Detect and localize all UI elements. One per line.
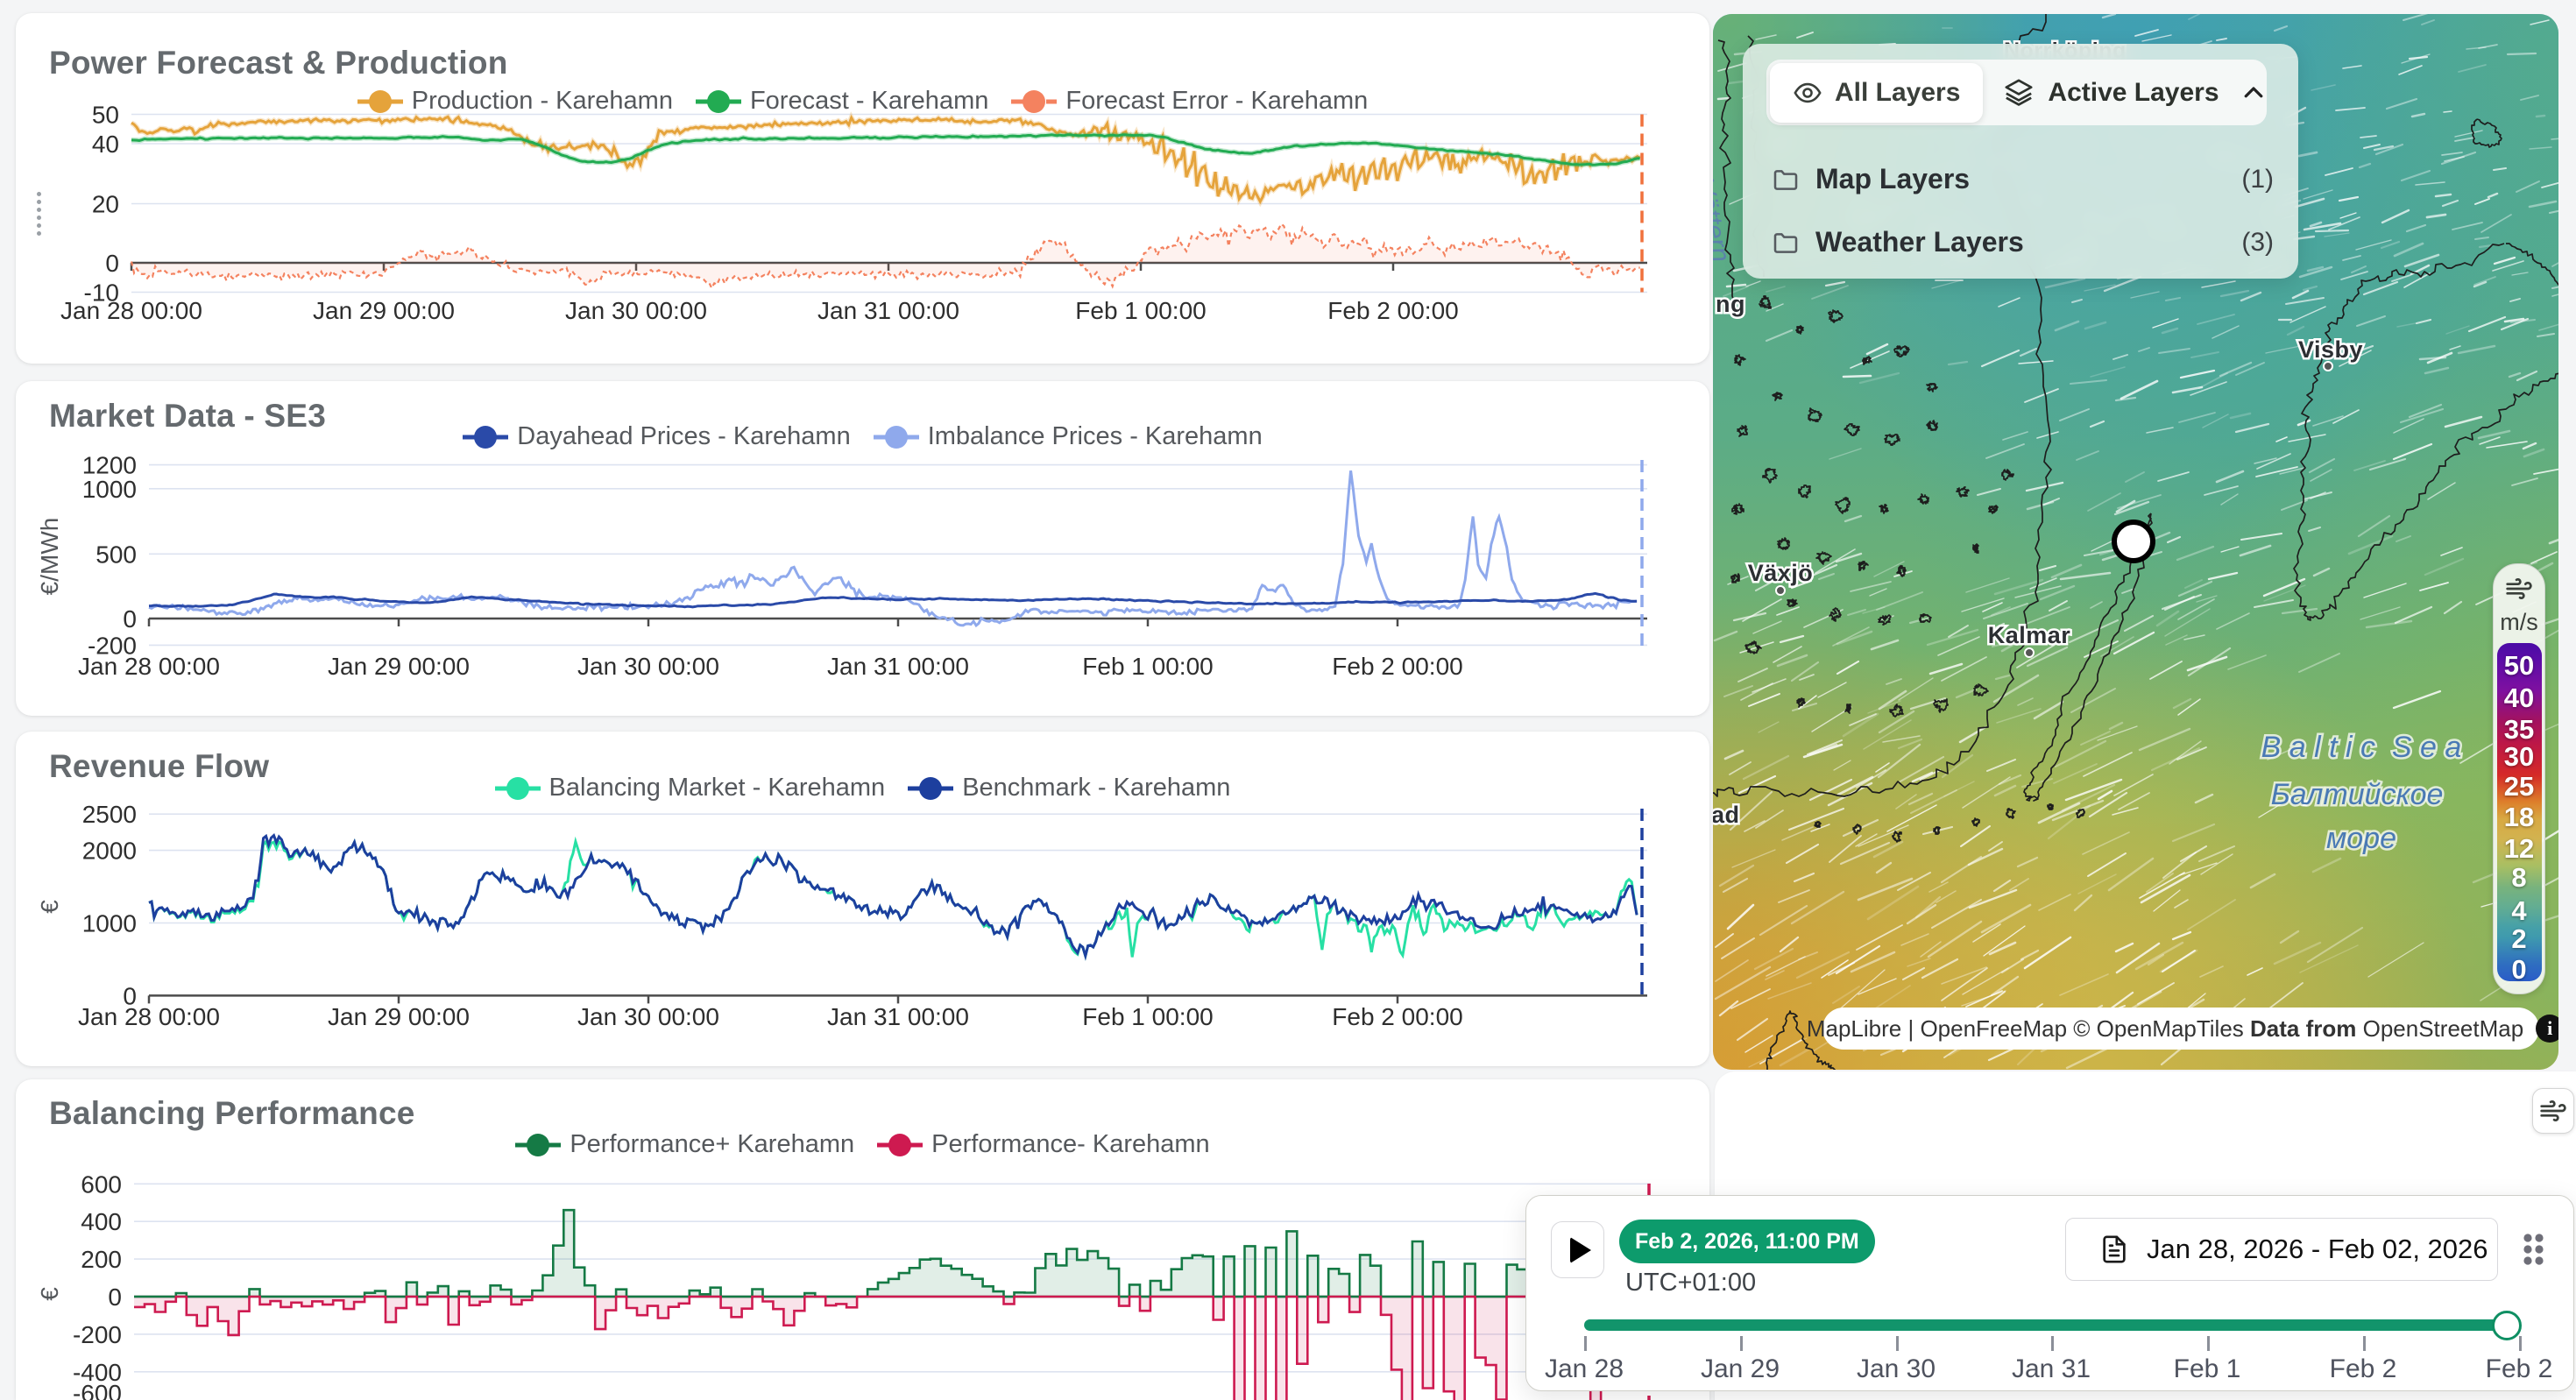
- svg-text:Балтийское: Балтийское: [2271, 778, 2444, 811]
- svg-text:Feb 1 00:00: Feb 1 00:00: [1082, 1003, 1213, 1030]
- svg-text:Jan 30 00:00: Jan 30 00:00: [577, 653, 719, 680]
- svg-text:Visby: Visby: [2298, 336, 2363, 363]
- svg-text:1000: 1000: [82, 476, 137, 503]
- svg-text:1200: 1200: [82, 452, 137, 479]
- svg-text:Jan 28 00:00: Jan 28 00:00: [78, 1003, 220, 1030]
- svg-text:ad: ad: [1713, 802, 1740, 828]
- svg-text:B a l t i c S e a: B a l t i c S e a: [2261, 731, 2462, 764]
- svg-text:50: 50: [92, 102, 119, 129]
- svg-text:400: 400: [81, 1208, 122, 1235]
- svg-text:200: 200: [81, 1246, 122, 1273]
- svg-text:-600: -600: [73, 1380, 122, 1400]
- svg-text:Feb 1 00:00: Feb 1 00:00: [1075, 297, 1206, 324]
- svg-text:Jan 30 00:00: Jan 30 00:00: [565, 297, 707, 324]
- svg-text:Jan 31 00:00: Jan 31 00:00: [827, 1003, 969, 1030]
- svg-text:Jan 29 00:00: Jan 29 00:00: [313, 297, 455, 324]
- svg-text:600: 600: [81, 1170, 122, 1198]
- svg-text:0: 0: [123, 982, 137, 1009]
- svg-text:1000: 1000: [82, 910, 137, 937]
- svg-text:40: 40: [92, 131, 119, 158]
- svg-text:-200: -200: [73, 1321, 122, 1348]
- svg-text:Jan 30 00:00: Jan 30 00:00: [577, 1003, 719, 1030]
- svg-text:Kalmar: Kalmar: [1988, 622, 2071, 648]
- svg-text:2000: 2000: [82, 838, 137, 865]
- svg-text:Jan 28 00:00: Jan 28 00:00: [60, 297, 202, 324]
- svg-text:20: 20: [92, 191, 119, 218]
- svg-text:Feb 2 00:00: Feb 2 00:00: [1327, 297, 1458, 324]
- svg-text:Feb 1 00:00: Feb 1 00:00: [1082, 653, 1213, 680]
- svg-text:Feb 2 00:00: Feb 2 00:00: [1332, 653, 1462, 680]
- svg-text:0: 0: [108, 1283, 122, 1311]
- svg-text:-10: -10: [84, 279, 119, 307]
- svg-text:море: море: [2326, 822, 2396, 855]
- svg-text:Jan 29 00:00: Jan 29 00:00: [328, 653, 470, 680]
- svg-text:Jan 29 00:00: Jan 29 00:00: [328, 1003, 470, 1030]
- svg-text:Jan 31 00:00: Jan 31 00:00: [827, 653, 969, 680]
- svg-text:ng: ng: [1716, 291, 1745, 317]
- svg-text:2500: 2500: [82, 801, 137, 828]
- svg-text:Växjö: Växjö: [1748, 560, 1814, 586]
- svg-text:Feb 2 00:00: Feb 2 00:00: [1332, 1003, 1462, 1030]
- svg-text:0: 0: [105, 250, 119, 277]
- svg-text:500: 500: [96, 541, 137, 568]
- svg-text:Jan 31 00:00: Jan 31 00:00: [817, 297, 959, 324]
- svg-text:-400: -400: [73, 1359, 122, 1386]
- svg-text:Jan 28 00:00: Jan 28 00:00: [78, 653, 220, 680]
- svg-text:-200: -200: [88, 632, 137, 659]
- svg-text:0: 0: [123, 605, 137, 633]
